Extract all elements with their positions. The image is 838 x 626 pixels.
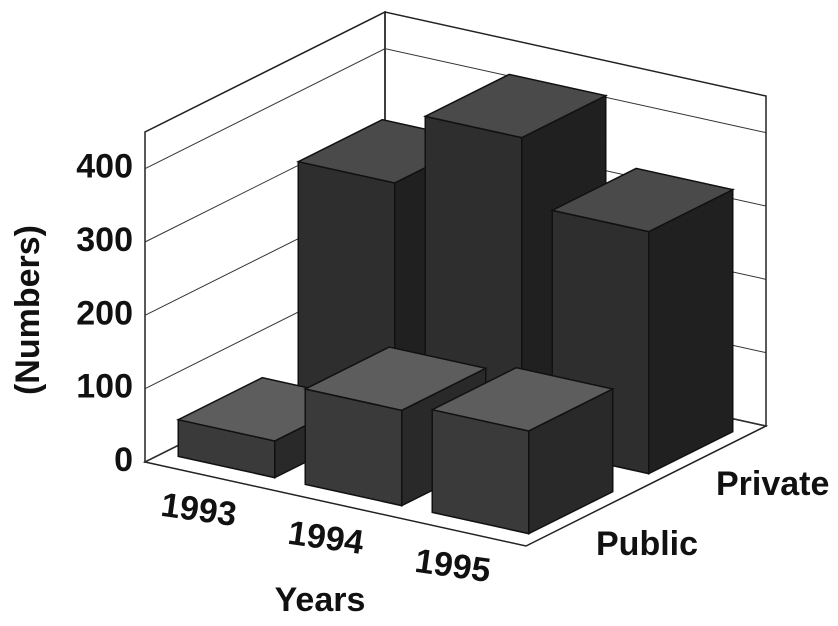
grid-line bbox=[144, 48, 767, 170]
x-tick-label: 1995 bbox=[413, 542, 493, 590]
bar-top bbox=[423, 73, 608, 139]
y-tick-label: 200 bbox=[76, 294, 133, 332]
y-tick-label: 300 bbox=[76, 221, 133, 259]
x-tick-label: 1993 bbox=[159, 486, 239, 534]
x-axis-label: Years bbox=[275, 581, 366, 619]
bar-top bbox=[303, 346, 488, 412]
bar-top bbox=[430, 366, 615, 432]
bar-top bbox=[550, 167, 735, 233]
y-tick-label: 400 bbox=[76, 148, 133, 186]
y-tick-label: 100 bbox=[76, 368, 133, 406]
y-tick-label: 0 bbox=[114, 441, 133, 479]
x-tick-label: 1994 bbox=[286, 514, 366, 562]
series-label: Private bbox=[716, 465, 829, 503]
y-axis-label: (Numbers) bbox=[9, 225, 47, 395]
bar-side bbox=[648, 188, 734, 475]
series-label: Public bbox=[596, 525, 698, 563]
